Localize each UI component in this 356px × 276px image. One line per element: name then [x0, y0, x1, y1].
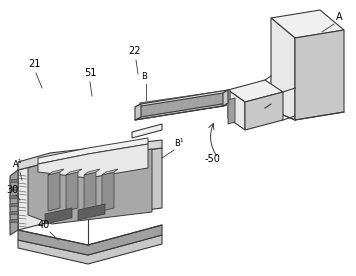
Polygon shape [18, 162, 50, 230]
Polygon shape [271, 10, 344, 38]
Polygon shape [135, 90, 228, 107]
Text: 51: 51 [84, 68, 96, 78]
Polygon shape [18, 235, 162, 264]
Polygon shape [45, 208, 72, 224]
Polygon shape [78, 204, 105, 220]
Polygon shape [10, 211, 18, 215]
Polygon shape [10, 203, 18, 207]
Text: A$^1$: A$^1$ [12, 158, 23, 170]
Polygon shape [38, 138, 148, 164]
Polygon shape [10, 170, 18, 235]
Polygon shape [132, 124, 162, 138]
Text: -50: -50 [205, 154, 221, 164]
Polygon shape [10, 187, 18, 191]
Polygon shape [66, 172, 78, 211]
Text: 40: 40 [38, 220, 50, 230]
Polygon shape [135, 103, 228, 120]
Text: 22: 22 [128, 46, 141, 56]
Polygon shape [228, 80, 283, 102]
Polygon shape [245, 92, 283, 130]
Polygon shape [10, 219, 18, 223]
Polygon shape [48, 172, 60, 211]
Text: 21: 21 [28, 59, 40, 69]
Polygon shape [223, 90, 228, 106]
Polygon shape [48, 169, 64, 175]
Polygon shape [10, 179, 18, 183]
Polygon shape [140, 90, 230, 118]
Polygon shape [18, 225, 162, 255]
Text: A: A [336, 12, 342, 22]
Polygon shape [18, 140, 162, 170]
Polygon shape [228, 98, 235, 124]
Polygon shape [84, 169, 100, 175]
Text: 30: 30 [6, 185, 18, 195]
Polygon shape [10, 195, 18, 199]
Polygon shape [135, 104, 141, 120]
Polygon shape [38, 144, 148, 178]
Polygon shape [271, 18, 295, 120]
Polygon shape [84, 172, 96, 211]
Polygon shape [50, 148, 162, 222]
Polygon shape [28, 149, 152, 224]
Polygon shape [66, 169, 82, 175]
Polygon shape [295, 30, 344, 120]
Polygon shape [102, 172, 114, 211]
Text: B$^1$: B$^1$ [174, 137, 185, 149]
Polygon shape [102, 169, 118, 175]
Text: B: B [141, 72, 147, 81]
Polygon shape [228, 90, 245, 130]
